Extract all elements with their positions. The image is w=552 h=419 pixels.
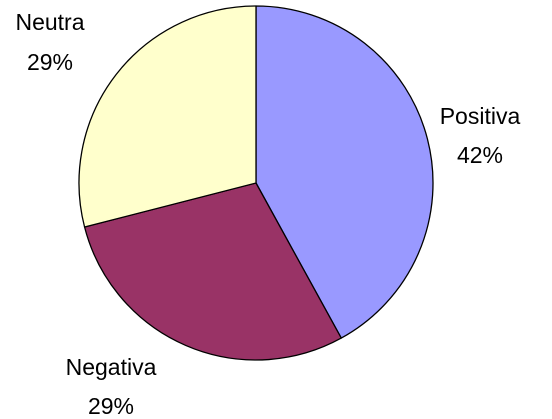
slice-percent-positiva: 42%	[457, 142, 503, 168]
pie-slice-negativa	[83, 182, 342, 361]
slice-name-positiva: Positiva	[440, 103, 521, 129]
slice-name-negativa: Negativa	[66, 354, 157, 380]
pie-slice-neutra	[78, 5, 257, 228]
slice-label-neutra: Neutra 29%	[15, 9, 84, 75]
slice-label-negativa: Negativa 29%	[66, 354, 157, 419]
slice-percent-negativa: 29%	[88, 393, 134, 419]
slice-percent-neutra: 29%	[27, 49, 73, 75]
slice-name-neutra: Neutra	[15, 9, 84, 35]
slice-label-positiva: Positiva 42%	[440, 103, 521, 168]
pie-slices	[78, 5, 434, 361]
pie-slice-positiva	[255, 5, 434, 339]
